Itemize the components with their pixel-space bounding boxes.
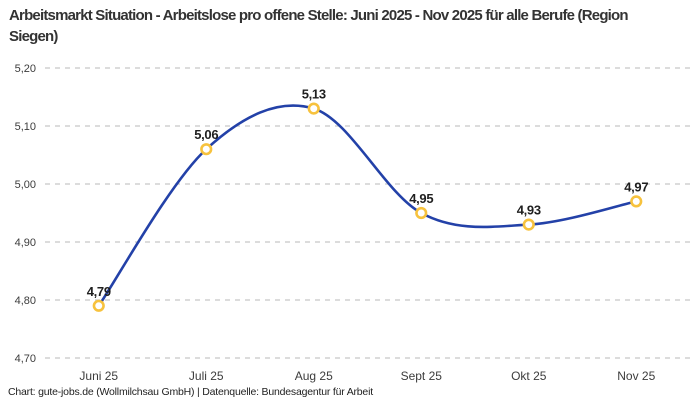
series-line	[97, 104, 638, 308]
data-point-label: 4,97	[624, 179, 648, 194]
x-tick-label: Nov 25	[617, 369, 655, 383]
y-tick-label: 5,00	[15, 179, 36, 191]
data-point-label: 5,13	[302, 87, 326, 102]
y-tick-label: 4,70	[15, 353, 36, 365]
x-tick-label: Aug 25	[295, 369, 333, 383]
y-tick-label: 5,20	[15, 63, 36, 75]
data-point-label: 4,93	[517, 203, 541, 218]
x-tick-label: Sept 25	[401, 369, 443, 383]
y-tick-label: 5,10	[15, 121, 36, 133]
data-point[interactable]	[200, 143, 213, 156]
data-point[interactable]	[415, 206, 428, 220]
y-tick-label: 4,90	[15, 237, 36, 249]
chart-title: Arbeitsmarkt Situation - Arbeitslose pro…	[9, 7, 629, 45]
data-point-label: 4,79	[87, 284, 111, 299]
data-point[interactable]	[92, 299, 105, 312]
x-tick-label: Juni 25	[79, 369, 118, 383]
x-tick-label: Juli 25	[189, 369, 224, 383]
y-tick-label: 4,80	[15, 295, 36, 307]
data-point[interactable]	[630, 195, 643, 208]
data-point[interactable]	[307, 102, 320, 115]
x-tick-label: Okt 25	[511, 369, 547, 383]
data-point-label: 4,95	[409, 191, 433, 206]
attribution-text: Chart: gute-jobs.de (Wollmilchsau GmbH) …	[8, 386, 373, 398]
data-point-label: 5,06	[194, 127, 218, 142]
data-point[interactable]	[522, 218, 535, 231]
